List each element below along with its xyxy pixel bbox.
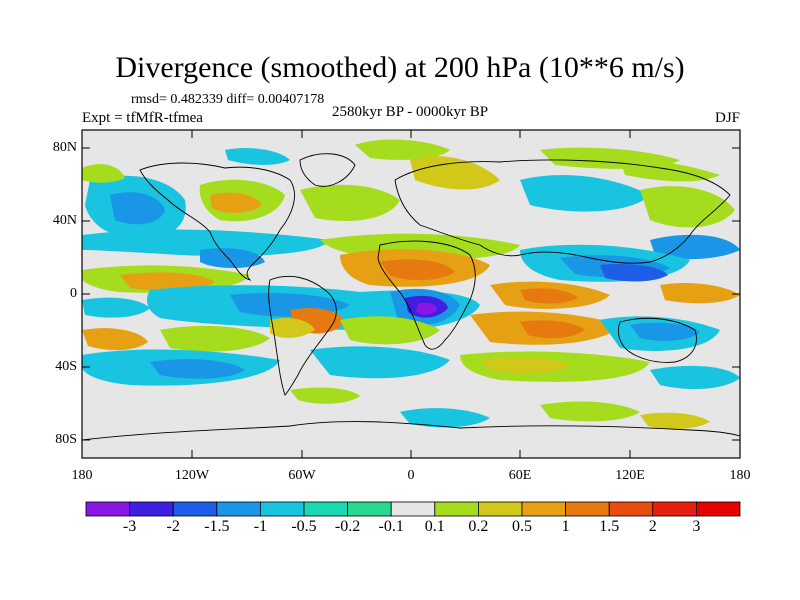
x-label-60w: 60W <box>288 468 316 483</box>
field-subtrop-cyan <box>82 229 330 257</box>
colorbar-swatch <box>652 501 697 517</box>
colorbar-label: 0.5 <box>512 518 532 535</box>
y-label-80s: 80S <box>55 432 77 447</box>
colorbar-swatch <box>477 501 523 517</box>
colorbar-swatch <box>434 501 479 517</box>
y-label-80n: 80N <box>52 140 77 155</box>
colorbar-label: 3 <box>692 518 701 535</box>
field-ant-yellow <box>640 412 710 430</box>
field-npac-green <box>82 164 125 183</box>
x-label-60e: 60E <box>508 468 532 483</box>
coast-south-america <box>268 276 337 396</box>
stats-text: rmsd= 0.482339 diff= 0.00407178 <box>131 92 325 107</box>
field-sam-yellow <box>270 318 315 338</box>
colorbar-swatch <box>85 501 130 517</box>
colorbar-label: 0.1 <box>424 518 445 535</box>
y-label-eq: 0 <box>70 286 77 301</box>
field-arctic-cyan <box>225 148 290 165</box>
axis-ticks <box>82 130 740 458</box>
field-eq-pac-orange <box>120 272 215 291</box>
coast-antarctica <box>82 421 740 441</box>
field-asia-green <box>640 186 735 228</box>
field-npac-east <box>650 234 740 260</box>
coast-africa <box>377 240 476 350</box>
coast-australia <box>617 317 697 363</box>
field-arctic-green <box>355 139 450 160</box>
colorbar-label: -3 <box>122 518 137 535</box>
field-spac-green <box>160 325 270 352</box>
colorbar-label: 2 <box>648 518 657 535</box>
field-africa-center <box>416 302 437 315</box>
colorbar-swatch <box>390 501 436 517</box>
x-label-0: 0 <box>407 468 415 483</box>
field-ant-green <box>290 387 360 404</box>
contour-fields <box>82 139 740 430</box>
field-ant-green-2 <box>540 401 640 422</box>
colorbar-label: -1 <box>253 518 268 535</box>
coast-greenland <box>299 153 356 187</box>
coastlines <box>82 153 740 441</box>
field-ant-cyan <box>400 408 490 428</box>
field-so-cyan-2 <box>310 346 450 379</box>
colorbar-swatch <box>216 501 261 517</box>
field-maritime-blue <box>600 264 668 282</box>
season-label: DJF <box>714 110 740 126</box>
field-npac-core <box>110 192 165 225</box>
colorbar-swatch <box>129 501 174 517</box>
colorbar-label: 1.5 <box>599 518 620 535</box>
field-so-cyan-3 <box>650 365 740 390</box>
y-label-40s: 40S <box>55 359 77 374</box>
field-so-blue <box>150 359 245 379</box>
colorbar-label: -0.5 <box>291 518 317 535</box>
field-sio-red <box>520 320 585 339</box>
colorbar-label: -0.2 <box>334 518 361 535</box>
colorbar-label: -0.1 <box>378 518 404 535</box>
colorbar-swatch <box>608 501 654 517</box>
colorbar-label: -2 <box>166 518 180 535</box>
field-satl-green <box>340 316 440 345</box>
colorbar-swatch <box>565 501 610 517</box>
colorbar <box>85 501 741 517</box>
experiment-label: Expt = tfMfR-tfmea <box>82 110 203 126</box>
field-subtrop-cyan-2 <box>200 248 265 268</box>
coast-eurasia <box>394 159 731 264</box>
field-epac-orange <box>660 283 740 304</box>
coast-north-america <box>139 162 295 281</box>
field-spac-orange <box>82 328 148 351</box>
field-europe-green <box>410 156 500 190</box>
x-label-180e: 180 <box>729 468 751 483</box>
x-label-120w: 120W <box>174 468 210 483</box>
field-eq-io-red <box>520 288 578 304</box>
field-nam-orange <box>210 192 262 213</box>
field-aus-blue <box>630 322 700 341</box>
field-arctic-green-2 <box>620 159 720 182</box>
colorbar-swatch <box>172 501 218 517</box>
y-label-40n: 40N <box>52 213 77 228</box>
colorbar-label: -1.5 <box>204 518 230 535</box>
field-eq-atlantic-core <box>380 259 455 281</box>
colorbar-swatch <box>303 501 348 517</box>
colorbar-label: 1 <box>561 518 570 535</box>
period-label: 2580kyr BP - 0000kyr BP <box>331 104 489 120</box>
colorbar-swatch <box>696 501 741 517</box>
field-so-yellow <box>480 357 570 374</box>
colorbar-swatch <box>259 501 305 517</box>
x-label-120e: 120E <box>615 468 645 483</box>
map-title: Divergence (smoothed) at 200 hPa (10**6 … <box>115 51 685 84</box>
field-natl-green <box>300 184 400 221</box>
colorbar-label: 0.2 <box>468 518 489 535</box>
colorbar-swatch <box>347 501 392 517</box>
x-label-180w: 180 <box>71 468 93 483</box>
field-pac-sh-cyan <box>82 297 150 318</box>
field-asia-cyan <box>520 175 650 212</box>
colorbar-swatch <box>521 501 566 517</box>
